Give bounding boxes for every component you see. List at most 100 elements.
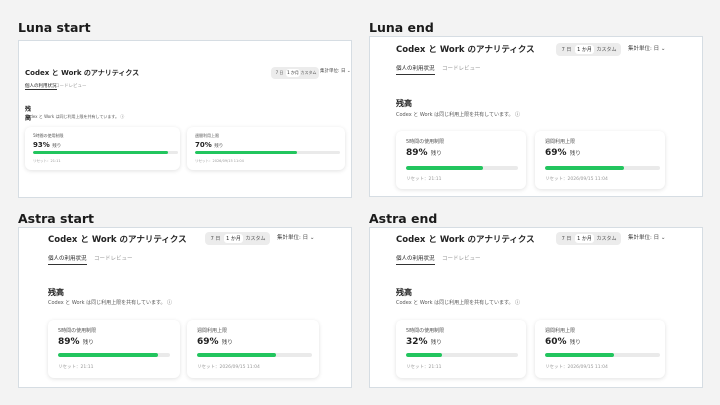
reset-time: リセット：21:11 [406,365,442,370]
screenshot-frame-astra-start: Codex と Work のアナリティクス 7 日 1 か月 カスタム 集計単位… [18,227,352,388]
aggregation-value: 日 [653,46,660,52]
aggregation-value: 日 [302,235,309,241]
reset-time: リセット：2026/09/15 11:04 [195,159,244,163]
panel-title-luna-end: Luna end [369,20,434,35]
tab-code-review[interactable]: コードレビュー [442,256,481,262]
card-value: 70% 残り [195,141,224,149]
app-title: Codex と Work のアナリティクス [396,45,535,55]
balance-subtitle: Codex と Work は同じ利用上限を共有しています。 ⓘ [25,114,125,119]
range-segmented-control: 7 日 1 か月 カスタム [205,232,270,245]
card-label: 5時間の使用制限 [58,328,97,334]
balance-subtitle: Codex と Work は同じ利用上限を共有しています。 ⓘ [396,112,521,118]
screenshot-frame-luna-end: Codex と Work のアナリティクス 7 日 1 か月 カスタム 集計単位… [369,36,703,197]
usage-progress-bar [545,353,660,357]
card-label: 週間利用上限 [195,133,219,138]
segment-1-month[interactable]: 1 か月 [286,69,300,77]
balance-heading: 残高 [396,99,412,108]
tab-code-review[interactable]: コードレビュー [442,66,481,72]
tab-personal-usage[interactable]: 個人の利用状況 [48,254,87,265]
tab-personal-usage[interactable]: 個人の利用状況 [396,254,435,265]
usage-card-weekly: 週間利用上限 69% 残り リセット：2026/09/15 11:04 [187,320,319,378]
panel-title-luna-start: Luna start [18,20,91,35]
aggregation-select[interactable]: 集計単位: 日 ⌄ [628,44,665,52]
reset-time: リセット：21:11 [33,159,61,163]
usage-card-weekly: 週間利用上限 60% 残り リセット：2026/09/15 11:04 [535,320,665,378]
card-value: 69% 残り [197,337,233,347]
segment-custom[interactable]: カスタム [300,70,317,75]
range-segmented-control: 7 日 1 か月 カスタム [271,67,319,79]
aggregation-select[interactable]: 集計単位: 日 ⌄ [628,233,665,241]
segment-1-month[interactable]: 1 か月 [575,234,594,243]
aggregation-label: 集計単位: [320,69,340,74]
segment-7-days[interactable]: 7 日 [210,236,221,242]
card-value: 89% 残り [406,148,442,158]
card-label: 週間利用上限 [545,328,576,334]
reset-time: リセット：2026/09/15 11:04 [197,365,260,370]
card-value: 60% 残り [545,337,581,347]
usage-card-5h: 5時間の使用制限 89% 残り リセット：21:11 [396,131,526,189]
segment-custom[interactable]: カスタム [596,47,617,53]
chevron-down-icon: ⌄ [309,235,315,241]
card-label: 5時間の使用制限 [406,328,445,334]
aggregation-select[interactable]: 集計単位: 日 ⌄ [320,68,351,74]
usage-card-weekly: 週間利用上限 70% 残り リセット：2026/09/15 11:04 [187,127,345,170]
balance-heading: 残高 [396,288,412,297]
usage-progress-bar [197,353,312,357]
card-value: 89% 残り [58,337,94,347]
tab-personal-usage[interactable]: 個人の利用状況 [396,64,435,75]
usage-card-5h: 5時間の使用制限 93% 残り リセット：21:11 [25,127,180,170]
aggregation-value: 日 [653,235,660,241]
chevron-down-icon: ⌄ [660,235,666,241]
card-label: 週間利用上限 [545,139,576,145]
reset-time: リセット：2026/09/15 11:04 [545,365,608,370]
usage-progress-bar [33,151,178,154]
range-segmented-control: 7 日 1 か月 カスタム [556,232,621,245]
app-title: Codex と Work のアナリティクス [48,235,187,245]
aggregation-value: 日 [340,69,346,74]
app-title: Codex と Work のアナリティクス [25,69,140,77]
segment-1-month[interactable]: 1 か月 [575,45,594,54]
reset-time: リセット：2026/09/15 11:04 [545,177,608,182]
card-label: 5時間の使用制限 [406,139,445,145]
usage-progress-bar [406,166,518,170]
aggregation-label: 集計単位: [628,46,652,52]
card-value: 69% 残り [545,148,581,158]
segment-custom[interactable]: カスタム [245,236,266,242]
chevron-down-icon: ⌄ [660,46,666,52]
segment-7-days[interactable]: 7 日 [561,47,572,53]
panel-title-astra-start: Astra start [18,211,95,226]
usage-card-5h: 5時間の使用制限 89% 残り リセット：21:11 [48,320,180,378]
usage-card-weekly: 週間利用上限 69% 残り リセット：2026/09/15 11:04 [535,131,665,189]
usage-progress-bar [406,353,518,357]
app-title: Codex と Work のアナリティクス [396,235,535,245]
range-segmented-control: 7 日 1 か月 カスタム [556,43,621,56]
card-label: 5時間の使用制限 [33,133,64,138]
card-value: 93% 残り [33,141,62,149]
aggregation-label: 集計単位: [628,235,652,241]
segment-7-days[interactable]: 7 日 [561,236,572,242]
balance-subtitle: Codex と Work は同じ利用上限を共有しています。 ⓘ [396,300,521,306]
balance-subtitle: Codex と Work は同じ利用上限を共有しています。 ⓘ [48,300,173,306]
usage-progress-bar [545,166,660,170]
segment-1-month[interactable]: 1 か月 [224,234,243,243]
aggregation-select[interactable]: 集計単位: 日 ⌄ [277,233,314,241]
screenshot-frame-astra-end: Codex と Work のアナリティクス 7 日 1 か月 カスタム 集計単位… [369,227,703,388]
tab-code-review[interactable]: コードレビュー [55,84,87,89]
tab-personal-usage[interactable]: 個人の利用状況 [25,84,57,90]
screenshot-frame-luna-start: Codex と Work のアナリティクス 7 日 1 か月 カスタム 集計単位… [18,40,352,198]
chevron-down-icon: ⌄ [346,69,351,74]
segment-7-days[interactable]: 7 日 [275,70,284,75]
balance-heading: 残高 [48,288,64,297]
card-value: 32% 残り [406,337,442,347]
reset-time: リセット：21:11 [406,177,442,182]
usage-progress-bar [58,353,170,357]
usage-progress-bar [195,151,340,154]
segment-custom[interactable]: カスタム [596,236,617,242]
usage-card-5h: 5時間の使用制限 32% 残り リセット：21:11 [396,320,526,378]
aggregation-label: 集計単位: [277,235,301,241]
tab-code-review[interactable]: コードレビュー [94,256,133,262]
card-label: 週間利用上限 [197,328,228,334]
reset-time: リセット：21:11 [58,365,94,370]
balance-heading: 残高 [25,106,32,122]
panel-title-astra-end: Astra end [369,211,438,226]
